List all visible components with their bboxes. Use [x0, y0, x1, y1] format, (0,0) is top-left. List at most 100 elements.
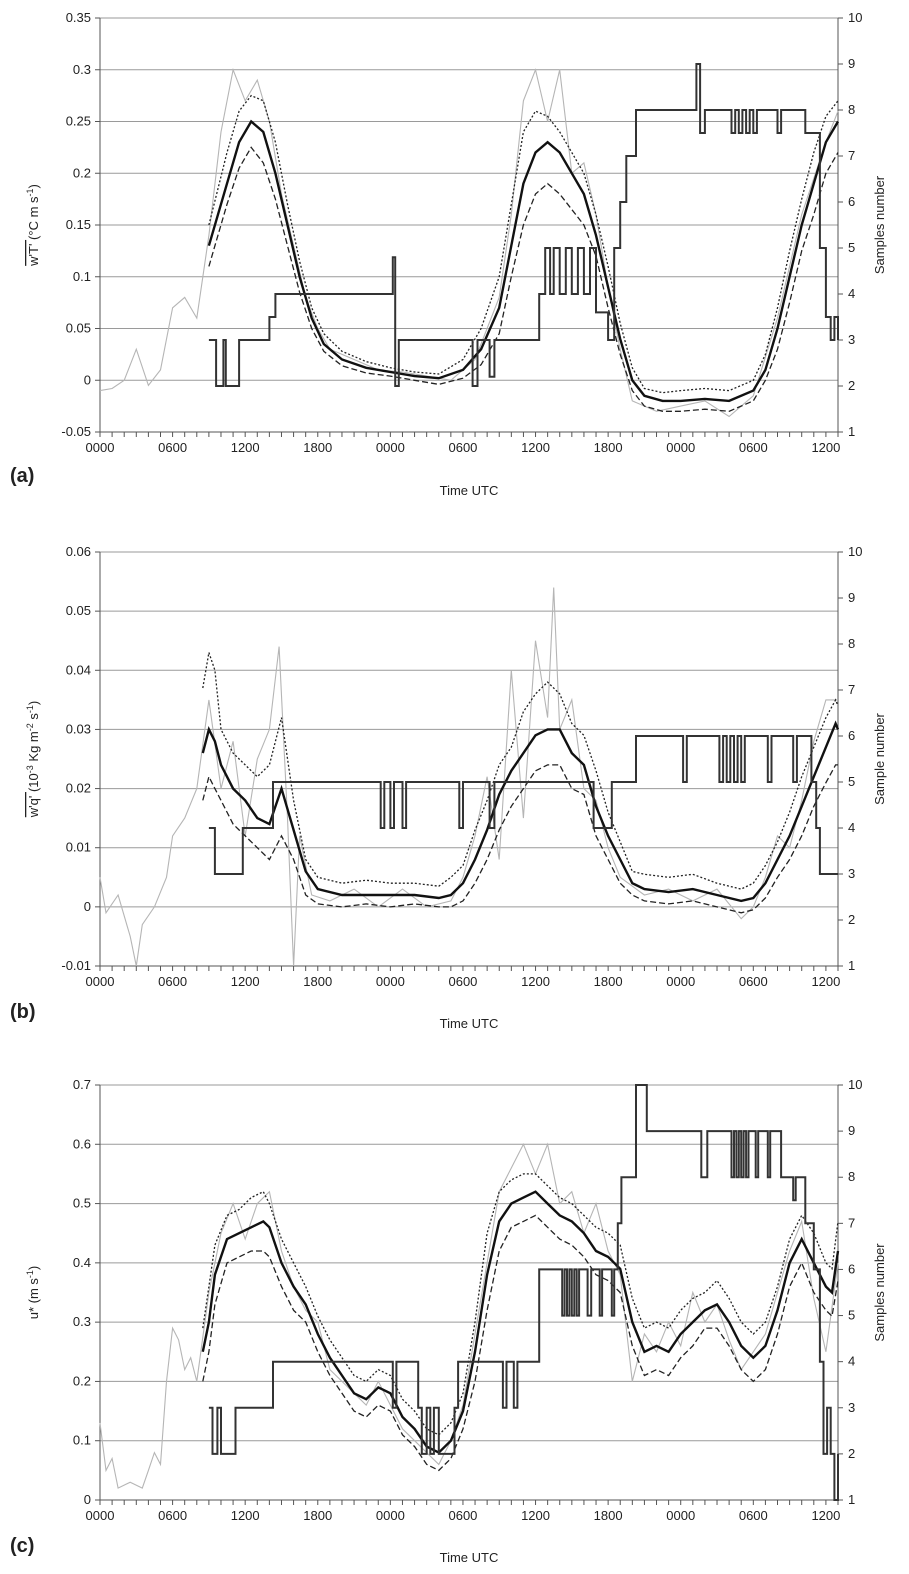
y2-tick-label: 4: [848, 286, 855, 301]
x-tick-label: 0600: [158, 440, 187, 455]
y-tick-label: 0.35: [66, 10, 91, 25]
y2-tick-label: 3: [848, 1400, 855, 1415]
panel-label: (c): [10, 1535, 34, 1557]
y2-tick-label: 6: [848, 1261, 855, 1276]
y-tick-label: 0: [84, 1492, 91, 1507]
y2-tick-label: 5: [848, 1308, 855, 1323]
y-axis-title-part: ): [26, 1266, 41, 1270]
y-tick-label: 0.06: [66, 544, 91, 559]
y-tick-label: 0: [84, 899, 91, 914]
envelope-lower-line: [202, 764, 838, 914]
x-axis-title: Time UTC: [440, 1016, 499, 1031]
y2-tick-label: 9: [848, 1123, 855, 1138]
x-tick-label: 0600: [739, 1508, 768, 1523]
y2-tick-label: 2: [848, 378, 855, 393]
y-axis-title-part: s: [26, 713, 41, 724]
x-axis-title: Time UTC: [440, 1550, 499, 1565]
y2-tick-label: 3: [848, 332, 855, 347]
y-tick-label: 0.1: [73, 1433, 91, 1448]
x-tick-label: 1200: [521, 1508, 550, 1523]
y2-tick-label: 6: [848, 194, 855, 209]
y-tick-label: -0.01: [61, 958, 91, 973]
y2-tick-label: 10: [848, 1077, 862, 1092]
envelope-lower-line: [202, 1214, 839, 1472]
y-tick-label: 0.02: [66, 781, 91, 796]
y-axis-title: w'T' (°C m s-1): [25, 184, 41, 267]
x-tick-label: 0600: [158, 974, 187, 989]
x-tick-label: 1800: [594, 1508, 623, 1523]
y-tick-label: 0.04: [66, 662, 91, 677]
chart-panel-2: -0.01 0 0.01 0.02 0.03 0.04 0.05 0.06 1 2 3 4 5 6 7 8 9 1…: [10, 544, 887, 1031]
envelope-upper-line: [208, 94, 839, 394]
y-tick-label: 0.4: [73, 1255, 91, 1270]
y-tick-label: 0.01: [66, 840, 91, 855]
y-tick-label: 0.3: [73, 62, 91, 77]
y-tick-label: 0.2: [73, 1373, 91, 1388]
y-tick-label: 0.03: [66, 721, 91, 736]
y2-tick-label: 4: [848, 1354, 855, 1369]
x-tick-label: 0600: [448, 1508, 477, 1523]
y2-tick-label: 7: [848, 682, 855, 697]
x-tick-label: 1200: [811, 1508, 840, 1523]
y2-tick-label: 10: [848, 10, 862, 25]
x-tick-label: 1200: [521, 440, 550, 455]
chart-panel-3: 0 0.1 0.2 0.3 0.4 0.5 0.6 0.7 1 2 3 4 5 6 7 8 9 10 0000 060…: [10, 1077, 887, 1565]
y2-tick-label: 7: [848, 148, 855, 163]
y-tick-label: 0.1: [73, 269, 91, 284]
y2-tick-label: 8: [848, 102, 855, 117]
x-tick-label: 0000: [86, 1508, 115, 1523]
x-tick-label: 1800: [594, 440, 623, 455]
y2-tick-label: 1: [848, 1492, 855, 1507]
y-axis-title-superscript: -1: [25, 705, 35, 713]
y-axis-title-part: ): [26, 184, 41, 188]
envelope-lower-line: [208, 146, 839, 412]
x-tick-label: 1200: [811, 440, 840, 455]
x-tick-label: 0000: [666, 1508, 695, 1523]
y-axis-title-part: (10: [26, 773, 41, 792]
x-tick-label: 0000: [376, 974, 405, 989]
y-tick-label: 0.2: [73, 165, 91, 180]
y2-tick-label: 3: [848, 866, 855, 881]
y2-tick-label: 2: [848, 912, 855, 927]
mean-line: [201, 720, 840, 903]
x-tick-label: 1800: [303, 974, 332, 989]
y-axis-title-part: ): [26, 701, 41, 705]
y2-tick-label: 10: [848, 544, 862, 559]
y-tick-label: 0.25: [66, 114, 91, 129]
x-tick-label: 0000: [376, 440, 405, 455]
y-tick-label: 0.7: [73, 1077, 91, 1092]
x-tick-label: 0600: [448, 974, 477, 989]
y2-tick-label: 4: [848, 820, 855, 835]
y2-tick-label: 9: [848, 56, 855, 71]
y2-tick-label: 9: [848, 590, 855, 605]
y2-tick-label: 7: [848, 1215, 855, 1230]
envelope-upper-line: [202, 652, 839, 890]
y-axis-title-superscript: -2: [25, 723, 35, 731]
y-tick-label: 0.05: [66, 603, 91, 618]
x-axis-title: Time UTC: [440, 483, 499, 498]
y2-axis-title: Samples number: [872, 1243, 887, 1342]
y2-tick-label: 2: [848, 1446, 855, 1461]
y2-tick-label: 1: [848, 424, 855, 439]
x-tick-label: 1800: [303, 440, 332, 455]
y-axis-title: w'q' (10-3 Kg m-2 s-1): [25, 701, 41, 818]
x-tick-label: 0000: [376, 1508, 405, 1523]
y2-tick-label: 1: [848, 958, 855, 973]
samples-number-step-line: [208, 63, 839, 387]
x-tick-label: 1200: [521, 974, 550, 989]
y-axis-title-part: u* (m s: [26, 1278, 41, 1320]
y-tick-label: 0.05: [66, 321, 91, 336]
y-axis-title-part: w'q': [26, 792, 41, 818]
y2-tick-label: 5: [848, 240, 855, 255]
y-axis-title-part: Kg m: [26, 731, 41, 765]
x-tick-label: 1200: [231, 1508, 260, 1523]
x-tick-label: 0600: [739, 974, 768, 989]
x-tick-label: 0000: [86, 440, 115, 455]
y2-tick-label: 6: [848, 728, 855, 743]
y-tick-label: 0.6: [73, 1136, 91, 1151]
x-tick-label: 0000: [86, 974, 115, 989]
y2-tick-label: 8: [848, 1169, 855, 1184]
y-tick-label: -0.05: [61, 424, 91, 439]
